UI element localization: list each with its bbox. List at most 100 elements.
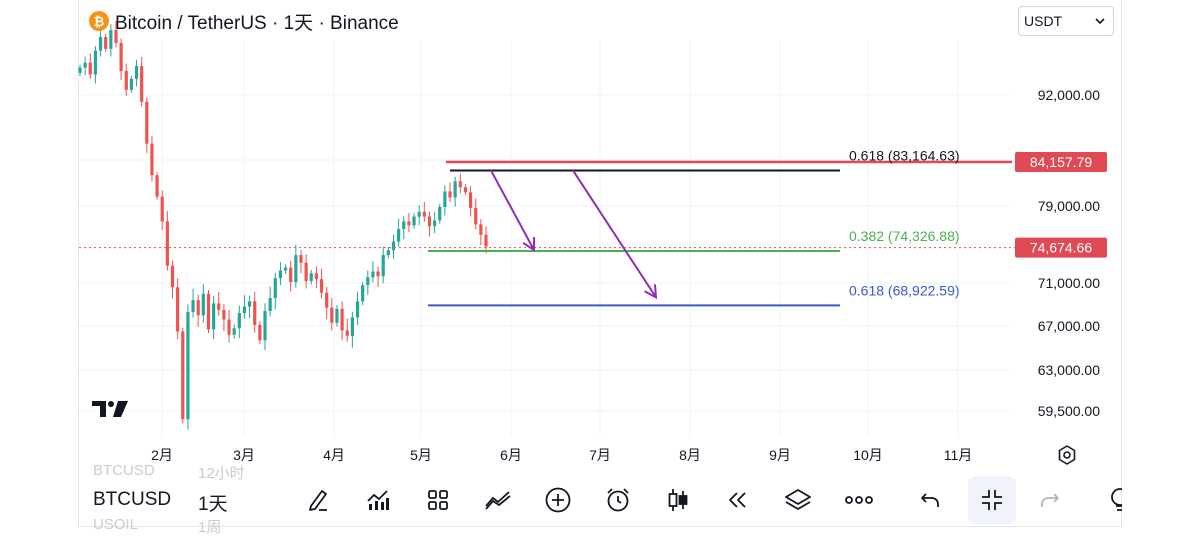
lightbulb-icon bbox=[1098, 486, 1122, 514]
candle-body-77 bbox=[474, 208, 477, 224]
currency-select[interactable]: USDT bbox=[1018, 6, 1114, 36]
candle-body-32 bbox=[243, 307, 246, 313]
candle-body-70 bbox=[438, 207, 441, 220]
candle-body-53 bbox=[351, 317, 354, 336]
candle-body-75 bbox=[464, 187, 467, 192]
candle-body-1 bbox=[84, 63, 87, 68]
replay-button[interactable] bbox=[716, 478, 760, 522]
x-tick-1: 3月 bbox=[233, 447, 255, 463]
price-badge-1: 74,674.66 bbox=[1030, 240, 1092, 256]
candle-body-63 bbox=[402, 221, 405, 229]
candle-body-11 bbox=[135, 66, 138, 79]
candle-body-29 bbox=[227, 320, 230, 335]
redo-button[interactable] bbox=[1028, 478, 1072, 522]
candle-body-37 bbox=[269, 298, 272, 311]
candle-body-0 bbox=[78, 68, 81, 73]
rewind-icon bbox=[724, 488, 752, 512]
candle-body-19 bbox=[176, 287, 179, 331]
candle-body-27 bbox=[217, 303, 220, 309]
arrow-to-0618-low bbox=[573, 170, 656, 297]
candle-body-52 bbox=[346, 330, 349, 336]
y-tick-2: 71,000.00 bbox=[1038, 275, 1100, 291]
candle-body-21 bbox=[186, 312, 189, 419]
x-tick-3: 5月 bbox=[410, 447, 432, 463]
candle-body-13 bbox=[145, 102, 148, 144]
candle-body-49 bbox=[330, 308, 333, 323]
candle-body-56 bbox=[366, 277, 369, 285]
chart-type-button[interactable] bbox=[656, 478, 700, 522]
candle-body-24 bbox=[202, 294, 205, 316]
level-label-0: 0.618 (83,164.63) bbox=[849, 147, 960, 163]
symbol-picker[interactable]: BTCUSD bbox=[93, 489, 171, 511]
candle-body-10 bbox=[130, 79, 133, 90]
x-tick-4: 6月 bbox=[500, 447, 522, 463]
more-button[interactable] bbox=[837, 478, 881, 522]
candle-body-73 bbox=[454, 181, 457, 197]
tradingview-logo-icon bbox=[92, 399, 132, 419]
candle-body-69 bbox=[433, 220, 436, 226]
exit-fullscreen-button[interactable] bbox=[968, 476, 1016, 524]
plus-circle-icon bbox=[544, 486, 572, 514]
candle-body-47 bbox=[320, 279, 323, 293]
grid-icon bbox=[426, 488, 450, 512]
candle-body-18 bbox=[171, 266, 174, 288]
time-axis: 2月 3月 4月 5月 6月 7月 8月 9月 10月 11月 bbox=[151, 447, 972, 463]
candle-body-17 bbox=[166, 221, 169, 265]
idea-button[interactable] bbox=[1098, 478, 1122, 522]
x-tick-0: 2月 bbox=[151, 447, 173, 463]
price-badge-0: 84,157.79 bbox=[1030, 154, 1092, 170]
candle-body-66 bbox=[418, 212, 421, 217]
candle-body-42 bbox=[294, 255, 297, 282]
chart-settings-icon[interactable] bbox=[1056, 444, 1078, 466]
candle-body-59 bbox=[382, 255, 385, 276]
candle-body-74 bbox=[459, 181, 462, 187]
draw-tool-button[interactable] bbox=[296, 478, 340, 522]
more-dots-icon bbox=[844, 495, 874, 505]
candle-body-72 bbox=[448, 191, 451, 197]
indicators-button[interactable] bbox=[356, 478, 400, 522]
layouts-button[interactable] bbox=[416, 478, 460, 522]
candle-body-4 bbox=[99, 37, 102, 51]
ghost-symbol-above: BTCUSD bbox=[93, 462, 155, 479]
candle-body-61 bbox=[392, 242, 395, 251]
chevron-down-icon bbox=[1095, 18, 1105, 25]
x-tick-9: 11月 bbox=[944, 447, 973, 463]
redo-icon bbox=[1038, 489, 1062, 511]
candle-body-79 bbox=[484, 235, 487, 247]
collapse-icon bbox=[979, 487, 1005, 513]
candles-icon bbox=[665, 486, 691, 514]
candle-body-35 bbox=[258, 325, 261, 340]
candle-body-43 bbox=[299, 255, 302, 263]
x-tick-5: 7月 bbox=[589, 447, 611, 463]
timeframe-picker[interactable]: 1天 bbox=[198, 489, 228, 516]
candle-body-51 bbox=[341, 309, 344, 331]
compare-button[interactable] bbox=[476, 478, 520, 522]
candle-body-46 bbox=[315, 273, 318, 279]
currency-select-value: USDT bbox=[1024, 13, 1062, 29]
candle-body-12 bbox=[140, 66, 143, 102]
y-tick-0: 92,000.00 bbox=[1038, 87, 1100, 103]
candle-body-2 bbox=[89, 63, 92, 75]
y-tick-1: 79,000.00 bbox=[1038, 198, 1100, 214]
arrow-to-0382 bbox=[491, 170, 534, 250]
candle-body-5 bbox=[104, 37, 107, 49]
undo-button[interactable] bbox=[908, 478, 952, 522]
layers-icon bbox=[783, 486, 813, 514]
candle-body-65 bbox=[412, 217, 415, 226]
candle-body-40 bbox=[284, 268, 287, 271]
candle-body-67 bbox=[423, 212, 426, 217]
drawing-arrows bbox=[491, 170, 656, 297]
y-tick-5: 59,500.00 bbox=[1038, 403, 1100, 419]
x-tick-8: 10月 bbox=[853, 447, 883, 463]
symbol-title: Bitcoin / TetherUS · 1天 · Binance bbox=[115, 8, 399, 35]
x-tick-7: 9月 bbox=[769, 447, 791, 463]
candle-body-15 bbox=[155, 175, 158, 196]
object-tree-button[interactable] bbox=[776, 478, 820, 522]
candle-body-64 bbox=[407, 221, 410, 225]
alert-button[interactable] bbox=[596, 478, 640, 522]
y-tick-3: 67,000.00 bbox=[1038, 318, 1100, 334]
add-button[interactable] bbox=[536, 478, 580, 522]
candle-body-26 bbox=[212, 303, 215, 329]
candle-body-25 bbox=[207, 294, 210, 330]
